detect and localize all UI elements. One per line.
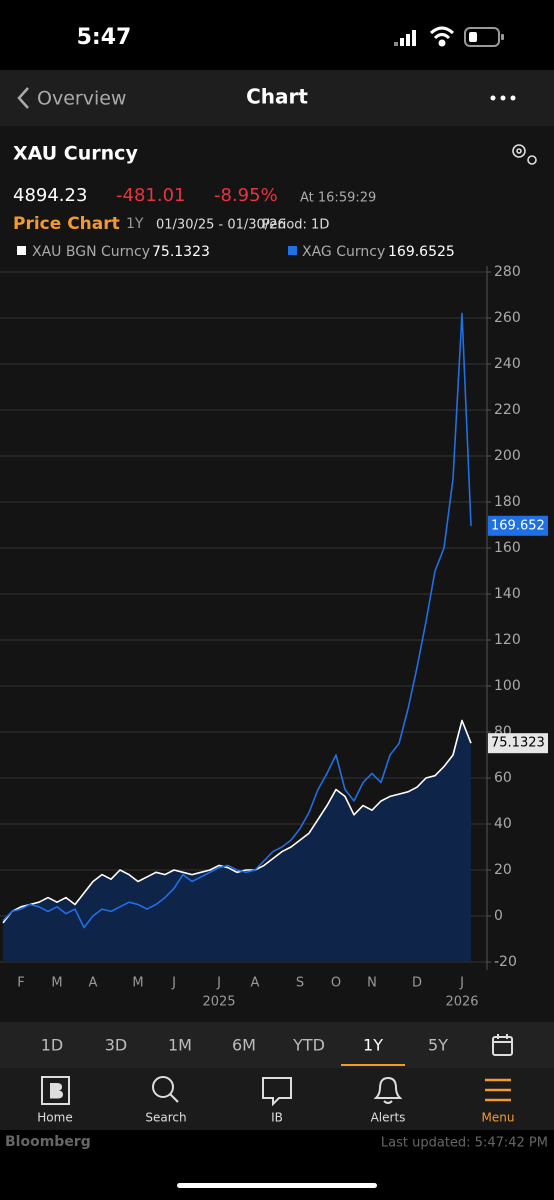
legend-label: XAU BGN Curncy [32, 244, 150, 260]
legend-value: 75.1323 [152, 244, 210, 260]
chart-dates: 01/30/25 - 01/30/26 [156, 218, 286, 233]
change-pct: -8.95% [214, 185, 278, 206]
nav-title: Chart [246, 85, 308, 109]
x-tick-label: J [216, 976, 221, 991]
range-tabs: 1D 3D 1M 6M YTD 1Y 5Y [41, 1036, 448, 1066]
clock: 5:47 [77, 25, 132, 50]
chart-period: Period: 1D [262, 218, 329, 233]
calendar-button[interactable] [492, 1034, 513, 1056]
y-tick-label: 40 [494, 816, 512, 832]
security-name: XAU Curncy [13, 143, 138, 165]
home-indicator [177, 1183, 377, 1188]
battery-icon [464, 27, 504, 47]
series-line [2, 312, 472, 929]
range-tab[interactable]: 3D [105, 1036, 128, 1055]
nav-item[interactable]: Menu [482, 1111, 515, 1125]
series-line [2, 719, 472, 924]
last-value-label: 169.652 [491, 518, 545, 533]
x-tick-label: J [171, 976, 176, 991]
x-tick-label: N [367, 976, 377, 991]
x-tick-label: M [132, 976, 143, 991]
y-tick-label: 220 [494, 402, 521, 418]
legend-label: XAG Curncy [302, 244, 385, 260]
x-tick-label: D [412, 976, 422, 991]
range-tab[interactable]: 6M [232, 1036, 256, 1055]
last-value-tag [488, 515, 548, 536]
y-tick-label: 240 [494, 356, 521, 372]
brand: Bloomberg [5, 1134, 91, 1150]
wifi-icon [429, 26, 455, 47]
chart-range: 1Y [126, 216, 144, 232]
more-button[interactable] [490, 95, 516, 101]
tab-underline [341, 1064, 405, 1066]
x-tick-label: M [51, 976, 62, 991]
quote-time: At 16:59:29 [300, 191, 376, 206]
menu-icon [485, 1078, 511, 1102]
status-bar [0, 0, 554, 70]
search-icon [152, 1076, 179, 1103]
x-tick-label: O [331, 976, 341, 991]
x-tick-label: S [296, 976, 304, 991]
last-value-label: 75.1323 [491, 736, 545, 751]
bottom-nav-items: Home Search IB Alerts Menu [37, 1111, 514, 1125]
legend-swatch [17, 246, 26, 255]
range-tab[interactable]: 1D [41, 1036, 64, 1055]
y-tick-label: 260 [494, 310, 521, 326]
chart: XAU BGN Curncy 75.1323 XAG Curncy 169.6525-… [0, 244, 548, 1010]
y-tick-label: 160 [494, 540, 521, 556]
y-tick-label: 120 [494, 632, 521, 648]
legend-value: 169.6525 [388, 244, 455, 260]
legend-swatch [288, 246, 297, 255]
back-button[interactable]: Overview [17, 87, 126, 110]
range-tab[interactable]: 1M [168, 1036, 192, 1055]
change: -481.01 [116, 185, 185, 206]
tab-bar [0, 1022, 554, 1068]
home-icon [41, 1076, 70, 1105]
x-tick-label: A [251, 976, 260, 991]
alerts-icon [373, 1076, 403, 1104]
nav-item[interactable]: Search [145, 1111, 186, 1125]
settings-button[interactable] [512, 144, 537, 165]
x-tick-label: J [459, 976, 464, 991]
nav-bar [0, 70, 554, 126]
area-fill [3, 720, 471, 962]
y-tick-label: -20 [494, 954, 517, 970]
y-tick-label: 0 [494, 908, 503, 924]
x-tick-label: F [17, 976, 24, 991]
range-tab[interactable]: 5Y [428, 1036, 448, 1055]
last-updated: Last updated: 5:47:42 PM [381, 1136, 548, 1151]
ib-icon [262, 1077, 292, 1107]
price: 4894.23 [13, 185, 87, 206]
back-label[interactable]: Overview [37, 88, 126, 110]
range-tab[interactable]: YTD [292, 1036, 325, 1055]
footer [0, 1130, 554, 1200]
y-tick-label: 100 [494, 678, 521, 694]
x-year-label: 2025 [202, 995, 235, 1010]
y-tick-label: 180 [494, 494, 521, 510]
y-tick-label: 200 [494, 448, 521, 464]
y-tick-label: 280 [494, 264, 521, 280]
last-value-tag [488, 733, 548, 754]
chart-title: Price Chart [13, 214, 120, 234]
nav-item[interactable]: IB [271, 1111, 283, 1125]
range-tab[interactable]: 1Y [363, 1036, 383, 1055]
nav-item[interactable]: Home [37, 1111, 72, 1125]
nav-item[interactable]: Alerts [371, 1111, 406, 1125]
signal-icon [394, 30, 416, 46]
y-tick-label: 60 [494, 770, 512, 786]
y-tick-label: 20 [494, 862, 512, 878]
x-tick-label: A [89, 976, 98, 991]
x-year-label: 2026 [445, 995, 478, 1010]
y-tick-label: 140 [494, 586, 521, 602]
